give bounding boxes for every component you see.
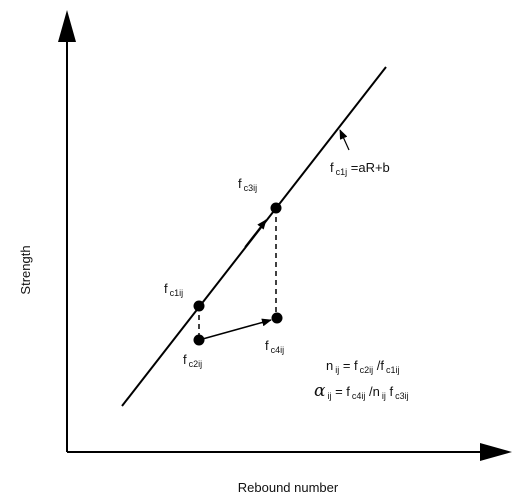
label-text: f <box>386 384 394 399</box>
point-label: f c2ij <box>183 352 202 369</box>
subscript: c3ij <box>395 391 409 401</box>
label-text: f <box>265 338 269 353</box>
subscript: c2ij <box>360 365 374 375</box>
subscript: c2ij <box>189 359 203 369</box>
subscript: ij <box>327 391 331 401</box>
label-text: f <box>330 160 334 175</box>
y-axis-label: Strength <box>18 245 33 294</box>
point <box>193 300 205 312</box>
point <box>270 202 282 214</box>
subscript: c1ij <box>386 365 400 375</box>
subscript: c1j <box>336 167 348 177</box>
line-label: f c1j =aR+b <box>330 160 390 177</box>
subscript: c3ij <box>244 183 258 193</box>
label-text: = f <box>331 384 350 399</box>
point-label: f c3ij <box>238 176 257 193</box>
label-text: = f <box>339 358 358 373</box>
point-label: f c4ij <box>265 338 284 355</box>
label-text: f <box>183 352 187 367</box>
label-text: =aR+b <box>347 160 390 175</box>
x-arrowhead <box>480 443 512 461</box>
equation: α ij = f c4ij /n ij f c3ij <box>314 381 409 401</box>
label-text: α <box>314 381 326 401</box>
point <box>271 312 283 324</box>
label-text: f <box>164 281 168 296</box>
arrow <box>198 318 272 341</box>
subscript: ij <box>335 365 339 375</box>
pointer-arrow <box>339 129 350 151</box>
equation: n ij = f c2ij /f c1ij <box>326 358 400 375</box>
point-label: f c1ij <box>164 281 183 298</box>
y-arrowhead <box>58 10 76 42</box>
label-text: n <box>326 358 333 373</box>
subscript: c4ij <box>271 345 285 355</box>
subscript: ij <box>382 391 386 401</box>
label-text: f <box>238 176 242 191</box>
x-axis-label: Rebound number <box>238 480 339 495</box>
label-text: /n <box>365 384 379 399</box>
subscript: c1ij <box>170 288 184 298</box>
label-text: /f <box>373 358 384 373</box>
arrow <box>244 219 267 248</box>
subscript: c4ij <box>352 391 366 401</box>
point <box>193 334 205 346</box>
